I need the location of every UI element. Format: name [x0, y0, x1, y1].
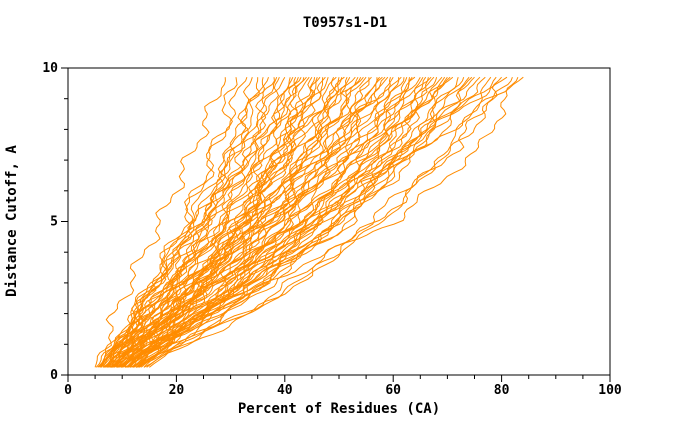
model-curve	[122, 76, 432, 368]
model-curve	[105, 77, 278, 368]
model-curve	[106, 76, 302, 368]
model-curve	[129, 77, 408, 368]
model-curve	[138, 76, 486, 368]
model-curve	[110, 76, 326, 368]
chart-title: T0957s1-D1	[303, 15, 387, 31]
model-curve	[100, 76, 351, 368]
y-axis-label: Distance Cutoff, A	[4, 145, 20, 297]
x-tick-label: 0	[64, 383, 72, 398]
y-tick-label: 10	[42, 61, 58, 76]
model-curve	[125, 77, 429, 368]
model-curve	[111, 76, 435, 368]
model-curve	[130, 76, 492, 368]
model-curve	[113, 76, 454, 368]
model-curve	[136, 76, 473, 368]
model-curve	[115, 76, 367, 368]
x-axis-label: Percent of Residues (CA)	[238, 401, 440, 417]
axis-ticks-group	[61, 67, 611, 382]
model-curve	[94, 77, 226, 368]
model-curve	[143, 76, 416, 368]
x-tick-label: 40	[277, 383, 293, 398]
x-tick-label: 100	[598, 383, 622, 398]
model-curve	[148, 76, 524, 368]
model-curve	[102, 76, 286, 368]
model-curve	[121, 76, 497, 368]
curves-group	[94, 76, 524, 368]
model-curve	[132, 77, 519, 368]
x-tick-label: 20	[169, 383, 185, 398]
model-curve	[146, 76, 470, 368]
model-curve	[104, 76, 394, 368]
model-curve	[113, 76, 364, 368]
model-curve	[111, 76, 389, 368]
model-curve	[117, 76, 386, 368]
x-tick-label: 60	[385, 383, 401, 398]
tick-labels-group: 0 20 40 60 80 100 0 5 10	[42, 61, 622, 398]
y-tick-label: 0	[50, 368, 58, 383]
model-curve	[103, 76, 321, 368]
model-curve	[107, 76, 310, 368]
model-curve	[100, 77, 299, 368]
model-curve	[143, 77, 513, 368]
y-tick-label: 5	[50, 215, 58, 230]
model-curve	[120, 76, 451, 368]
x-tick-label: 80	[494, 383, 510, 398]
model-curve	[113, 76, 413, 368]
model-curve	[108, 77, 248, 368]
model-curve	[127, 76, 508, 368]
